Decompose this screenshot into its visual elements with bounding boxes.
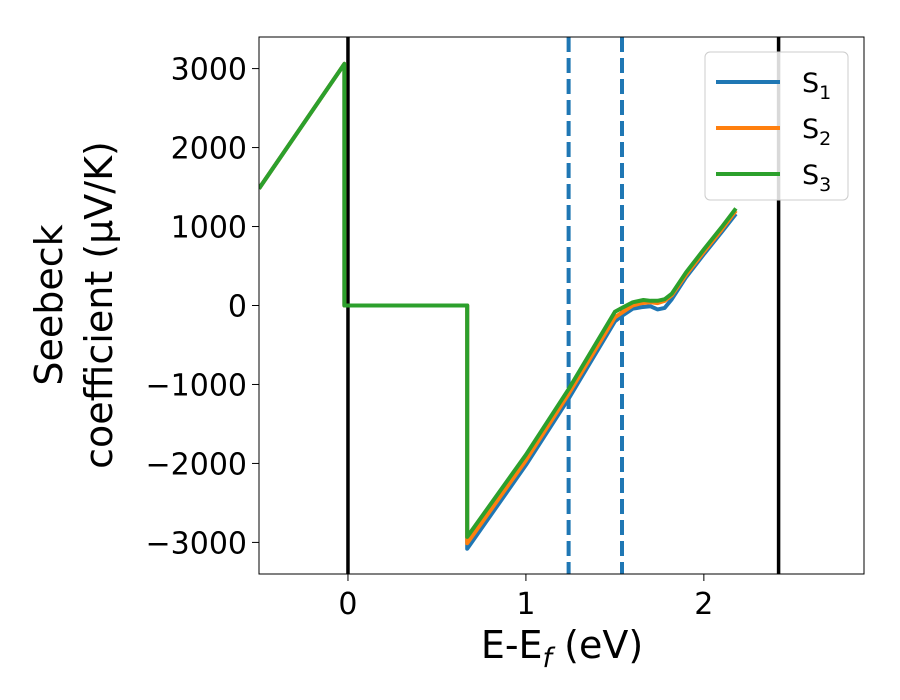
y-axis: 3000 2000 1000 0 −1000 −2000 −3000 (146, 53, 259, 561)
y-tick-label: −1000 (146, 368, 247, 403)
x-tick-label: 1 (516, 587, 535, 622)
y-axis-title: Seebeck coefficient (μV/K) (27, 141, 121, 469)
y-axis-title-line1: Seebeck (27, 224, 71, 385)
y-tick-label: 3000 (171, 53, 247, 88)
legend-label-3: S3 (802, 160, 831, 196)
x-tick-label: 2 (694, 587, 713, 622)
x-axis: 0 1 2 (338, 574, 713, 622)
legend: S1 S2 S3 (704, 51, 849, 201)
series-lines (259, 61, 738, 551)
series-line-2 (259, 61, 738, 546)
y-axis-title-line2: coefficient (μV/K) (77, 141, 121, 469)
series-line-3 (259, 61, 738, 539)
y-tick-label: −3000 (146, 526, 247, 561)
y-tick-label: 2000 (171, 132, 247, 167)
series-line-1 (259, 61, 738, 551)
legend-label-2: S2 (802, 114, 831, 150)
x-tick-label: 0 (338, 587, 357, 622)
legend-label-1: S1 (802, 68, 831, 104)
y-tick-label: 1000 (171, 211, 247, 246)
y-tick-label: −2000 (146, 447, 247, 482)
x-axis-title: E-Ef (eV) (481, 623, 643, 674)
y-tick-label: 0 (228, 290, 247, 325)
